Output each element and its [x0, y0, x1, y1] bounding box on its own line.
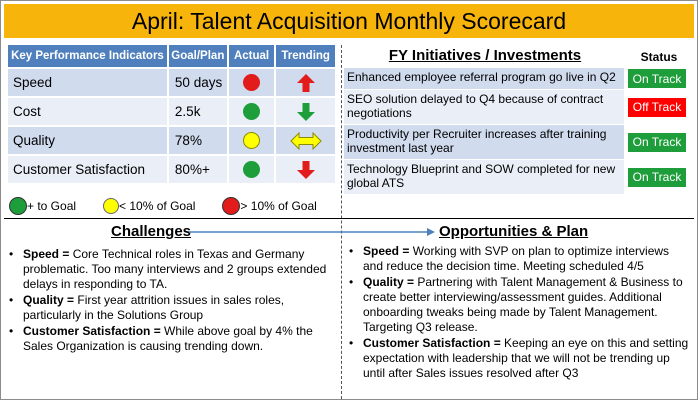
kpi-row-speed: Speed 50 days	[8, 67, 335, 97]
kpi-header-actual: Actual	[227, 45, 277, 68]
kpi-label: Quality	[8, 125, 169, 155]
item-label: Customer Satisfaction =	[363, 336, 501, 350]
red-status-dot-icon	[243, 74, 261, 91]
kpi-table: Key Performance Indicators Goal/Plan Act…	[8, 45, 335, 183]
kpi-goal: 78%	[167, 125, 229, 155]
initiative-row: SEO solution delayed to Q4 because of co…	[344, 90, 690, 125]
kpi-label: Speed	[8, 67, 169, 97]
kpi-label: Customer Satisfaction	[8, 154, 169, 183]
kpi-row-cost: Cost 2.5k	[8, 96, 335, 126]
item-text: Working with SVP on plan to optimize int…	[363, 244, 670, 273]
legend-label: > 10% of Goal	[240, 199, 317, 213]
list-item: Speed = Core Technical roles in Texas an…	[7, 247, 337, 292]
red-dot-icon	[222, 197, 241, 215]
list-item: Customer Satisfaction = Keeping an eye o…	[347, 336, 692, 381]
item-text: Core Technical roles in Texas and German…	[23, 247, 327, 291]
kpi-label: Cost	[8, 96, 169, 126]
item-label: Speed =	[363, 244, 410, 258]
initiatives-title: FY Initiatives / Investments	[388, 47, 582, 64]
item-label: Customer Satisfaction =	[23, 324, 161, 338]
legend-label: < 10% of Goal	[119, 199, 196, 213]
kpi-row-customer-satisfaction: Customer Satisfaction 80%+	[8, 154, 335, 183]
item-label: Quality =	[23, 293, 75, 307]
list-item: Speed = Working with SVP on plan to opti…	[347, 244, 692, 274]
green-status-dot-icon	[243, 161, 261, 178]
opportunities-title: Opportunities & Plan	[439, 223, 589, 240]
initiative-row: Productivity per Recruiter increases aft…	[344, 125, 690, 160]
list-item: Quality = First year attrition issues in…	[7, 293, 337, 323]
kpi-goal: 80%+	[167, 154, 229, 183]
kpi-header-goal: Goal/Plan	[167, 45, 229, 68]
initiative-row: Technology Blueprint and SOW completed f…	[344, 160, 690, 195]
kpi-header-trending: Trending	[275, 45, 335, 68]
item-text: Partnering with Talent Management & Busi…	[363, 275, 683, 334]
kpi-goal: 50 days	[167, 67, 229, 97]
status-badge: On Track	[628, 69, 686, 88]
green-dot-icon	[9, 197, 27, 215]
initiative-text: Productivity per Recruiter increases aft…	[344, 125, 624, 159]
item-text: While above goal by 4% the Sales Organiz…	[23, 324, 313, 353]
item-text: First year attrition issues in sales rol…	[23, 293, 285, 322]
status-badge: Off Track	[628, 97, 686, 117]
down-arrow-icon	[296, 160, 315, 179]
legend-item-green: + to Goal	[9, 197, 76, 215]
initiatives-list: Enhanced employee referral program go li…	[344, 68, 690, 195]
legend-item-yellow: < 10% of Goal	[103, 198, 195, 214]
challenges-title: Challenges	[111, 223, 192, 240]
horizontal-divider	[4, 218, 694, 219]
kpi-header-indicator: Key Performance Indicators	[8, 45, 169, 68]
status-badge: On Track	[628, 132, 686, 152]
initiative-row: Enhanced employee referral program go li…	[344, 68, 690, 90]
kpi-header-row: Key Performance Indicators Goal/Plan Act…	[8, 45, 335, 68]
legend: + to Goal < 10% of Goal > 10% of Goal	[9, 197, 339, 215]
initiative-text: SEO solution delayed to Q4 because of co…	[344, 90, 624, 124]
status-header: Status	[640, 50, 678, 64]
left-right-arrow-icon	[289, 131, 322, 150]
page-title: April: Talent Acquisition Monthly Scorec…	[4, 4, 694, 38]
green-status-dot-icon	[243, 103, 261, 120]
list-item: Customer Satisfaction = While above goal…	[7, 324, 337, 354]
item-text: Keeping an eye on this and setting expec…	[363, 336, 689, 380]
list-item: Quality = Partnering with Talent Managem…	[347, 275, 692, 335]
connector-arrow-icon	[189, 228, 435, 236]
legend-item-red: > 10% of Goal	[222, 197, 317, 215]
status-badge: On Track	[628, 167, 686, 187]
up-arrow-icon	[296, 73, 315, 92]
opportunities-list: Speed = Working with SVP on plan to opti…	[347, 244, 692, 382]
kpi-row-quality: Quality 78%	[8, 125, 335, 155]
item-label: Quality =	[363, 275, 415, 289]
yellow-dot-icon	[103, 198, 120, 214]
kpi-goal: 2.5k	[167, 96, 229, 126]
initiative-text: Enhanced employee referral program go li…	[344, 68, 624, 89]
item-label: Speed =	[23, 247, 70, 261]
initiative-text: Technology Blueprint and SOW completed f…	[344, 160, 624, 194]
legend-label: + to Goal	[27, 199, 77, 213]
yellow-status-dot-icon	[243, 132, 261, 149]
vertical-divider	[341, 45, 342, 399]
down-arrow-icon	[296, 102, 315, 121]
challenges-list: Speed = Core Technical roles in Texas an…	[7, 247, 337, 355]
